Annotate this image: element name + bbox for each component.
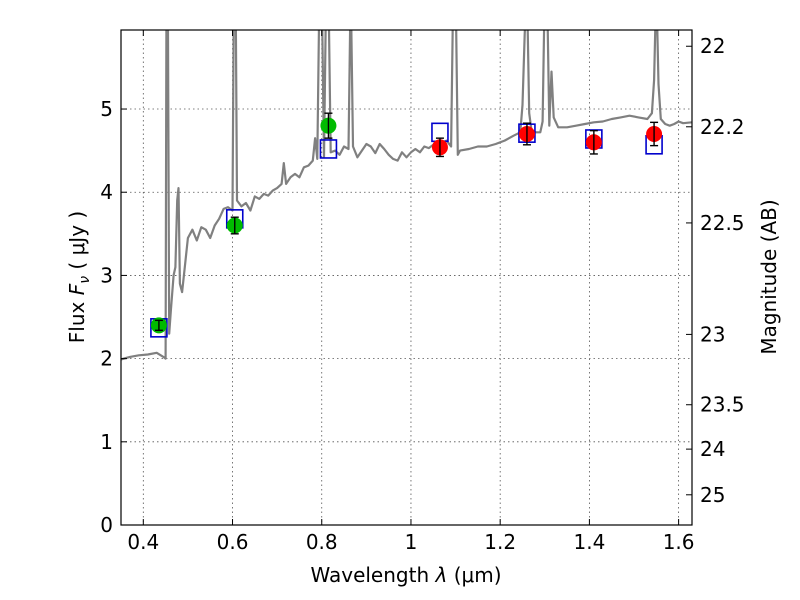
grid	[121, 30, 692, 526]
axis-ticks: 0.4 0.6 0.8 1 1.2 1.4 1.60123452222.222.52323.…	[100, 30, 745, 554]
y-tick-label: 1	[100, 430, 113, 454]
spectrum-line	[121, 30, 692, 361]
x-tick-label: 1.4	[573, 530, 605, 554]
x-tick-label: 0.8	[306, 530, 338, 554]
y2-tick-label: 23	[700, 322, 725, 346]
x-tick-label: 1.6	[663, 530, 695, 554]
x-axis-label: Wavelength λ (μm)	[310, 563, 501, 587]
photometry-points	[150, 112, 663, 338]
plot-frame	[120, 29, 693, 526]
model-flux-box	[319, 139, 338, 159]
y-tick-label: 3	[100, 263, 113, 287]
y2-tick-label: 24	[700, 437, 725, 461]
y2-tick-label: 22	[700, 34, 725, 58]
y-tick-label: 4	[100, 180, 113, 204]
y-tick-label: 0	[100, 513, 113, 537]
y-tick-label: 5	[100, 97, 113, 121]
right-axis-label: Magnitude (AB)	[757, 199, 781, 354]
y2-tick-label: 25	[700, 483, 725, 507]
spectrum	[121, 30, 692, 361]
y2-tick-label: 22.5	[700, 211, 745, 235]
x-tick-label: 0.6	[217, 530, 249, 554]
x-tick-label: 1.2	[484, 530, 516, 554]
y-axis-label: Flux Fν ( μJy )	[65, 211, 93, 343]
y2-tick-label: 23.5	[700, 393, 745, 417]
y-tick-label: 2	[100, 347, 113, 371]
x-tick-label: 0.4	[127, 530, 159, 554]
x-tick-label: 1	[405, 530, 418, 554]
y2-tick-label: 22.2	[700, 115, 745, 139]
